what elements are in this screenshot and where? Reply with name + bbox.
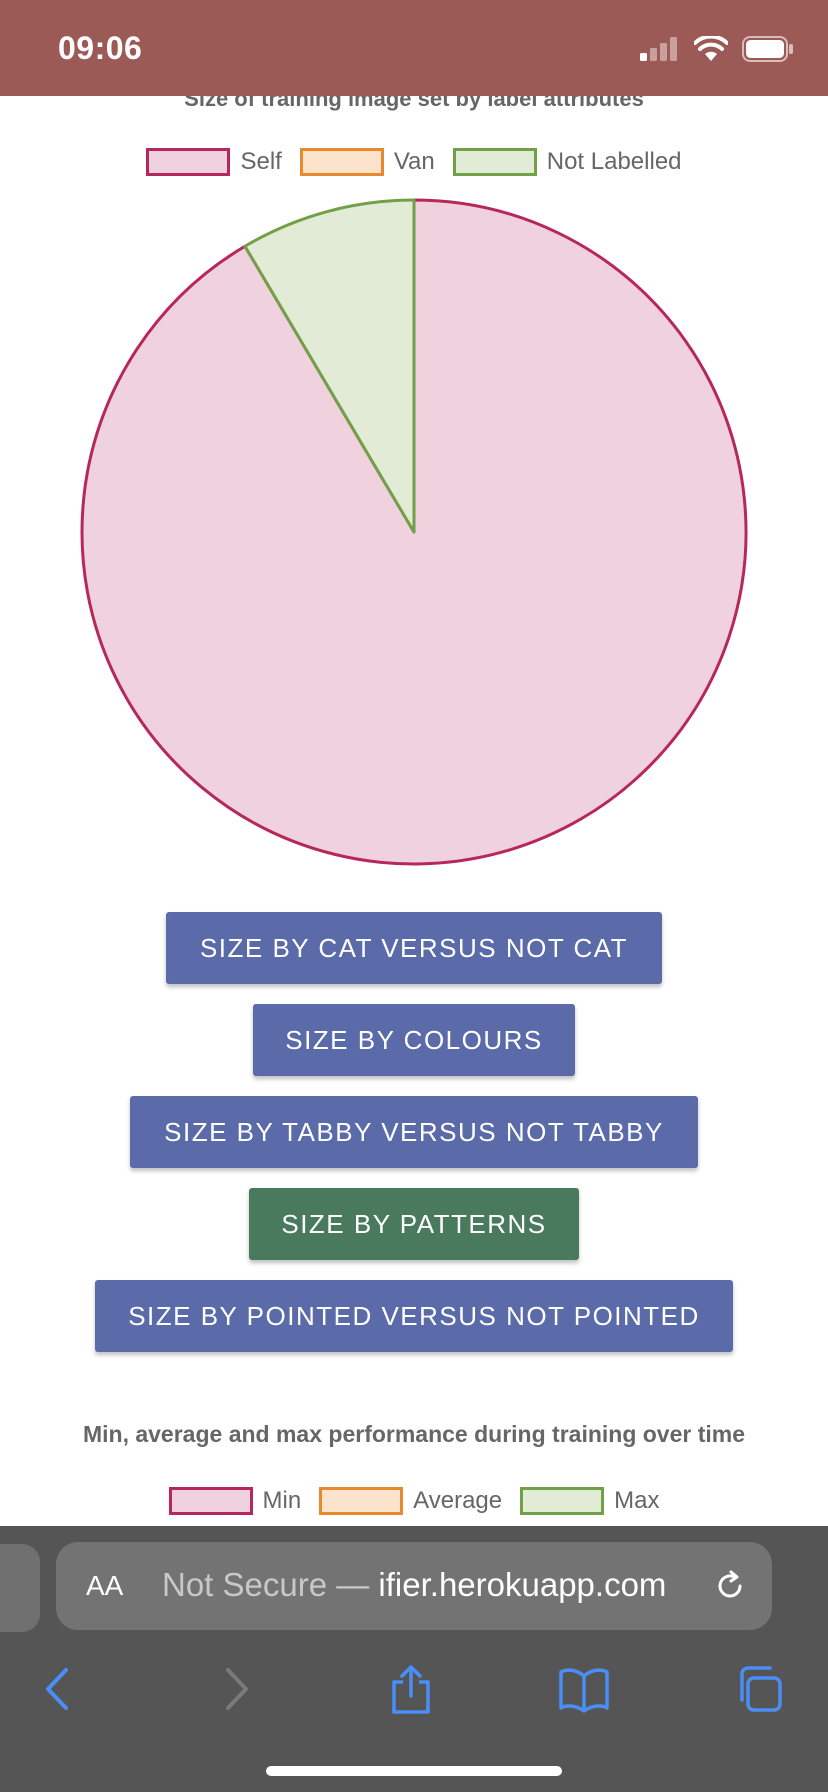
size-by-colours-button[interactable]: SIZE BY COLOURS: [253, 1004, 575, 1076]
performance-chart-legend: Min Average Max: [0, 1487, 828, 1515]
pie-chart[interactable]: [76, 194, 752, 870]
url-host: ifier.herokuapp.com: [378, 1566, 667, 1603]
legend-swatch-max: [520, 1487, 605, 1515]
legend-swatch-not-labelled: [452, 148, 537, 176]
forward-icon[interactable]: [218, 1664, 254, 1714]
size-by-cat-button[interactable]: SIZE BY CAT VERSUS NOT CAT: [166, 912, 662, 984]
web-page: Size of training image set by label attr…: [0, 96, 828, 1526]
legend-item-not-labelled[interactable]: Not Labelled: [452, 148, 682, 176]
tabs-icon[interactable]: [736, 1664, 786, 1714]
battery-icon: [742, 36, 793, 62]
legend-swatch-average: [319, 1487, 404, 1515]
text-size-button[interactable]: AA: [86, 1570, 123, 1602]
wifi-icon: [694, 36, 728, 61]
status-icons: [640, 34, 794, 64]
legend-label-not-labelled: Not Labelled: [546, 148, 682, 175]
legend-item-min[interactable]: Min: [168, 1487, 302, 1515]
legend-label-max: Max: [614, 1487, 660, 1514]
pie-slice-not-labelled[interactable]: [243, 198, 416, 534]
status-bar: 09:06: [0, 0, 828, 96]
legend-label-average: Average: [413, 1487, 503, 1514]
legend-item-average[interactable]: Average: [319, 1487, 502, 1515]
legend-label-min: Min: [262, 1487, 302, 1514]
chart-title: Size of training image set by label attr…: [184, 96, 644, 111]
bookmarks-icon[interactable]: [558, 1664, 610, 1714]
legend-item-van[interactable]: Van: [299, 148, 435, 176]
reload-icon[interactable]: [712, 1568, 748, 1604]
performance-chart-title: Min, average and max performance during …: [82, 1421, 746, 1447]
url-text[interactable]: Not Secure — ifier.herokuapp.com: [162, 1566, 666, 1604]
address-bar[interactable]: AA Not Secure — ifier.herokuapp.com: [56, 1542, 772, 1630]
cellular-signal-icon: [640, 37, 677, 61]
pie-chart-container: [76, 194, 752, 870]
status-time: 09:06: [58, 30, 143, 66]
home-indicator: [266, 1766, 562, 1776]
browser-bottom-bar: AA Not Secure — ifier.herokuapp.com: [0, 1526, 828, 1792]
url-security-label: Not Secure —: [162, 1566, 379, 1603]
legend-swatch-min: [168, 1487, 253, 1515]
legend-swatch-van: [299, 148, 384, 176]
legend-item-max[interactable]: Max: [520, 1487, 659, 1515]
legend-label-self: Self: [240, 148, 282, 175]
size-by-tabby-button[interactable]: SIZE BY TABBY VERSUS NOT TABBY: [130, 1096, 698, 1168]
legend-label-van: Van: [393, 148, 435, 175]
browser-toolbar: [0, 1654, 828, 1734]
text-size-label: AA: [86, 1570, 124, 1601]
back-icon[interactable]: [40, 1664, 76, 1714]
previous-tab-preview[interactable]: [0, 1544, 40, 1632]
chart-legend: Self Van Not Labelled: [0, 148, 828, 176]
size-by-patterns-button[interactable]: SIZE BY PATTERNS: [249, 1188, 579, 1260]
size-by-pointed-button[interactable]: SIZE BY POINTED VERSUS NOT POINTED: [95, 1280, 733, 1352]
legend-swatch-self: [146, 148, 231, 176]
share-icon[interactable]: [388, 1664, 434, 1716]
legend-item-self[interactable]: Self: [146, 148, 282, 176]
